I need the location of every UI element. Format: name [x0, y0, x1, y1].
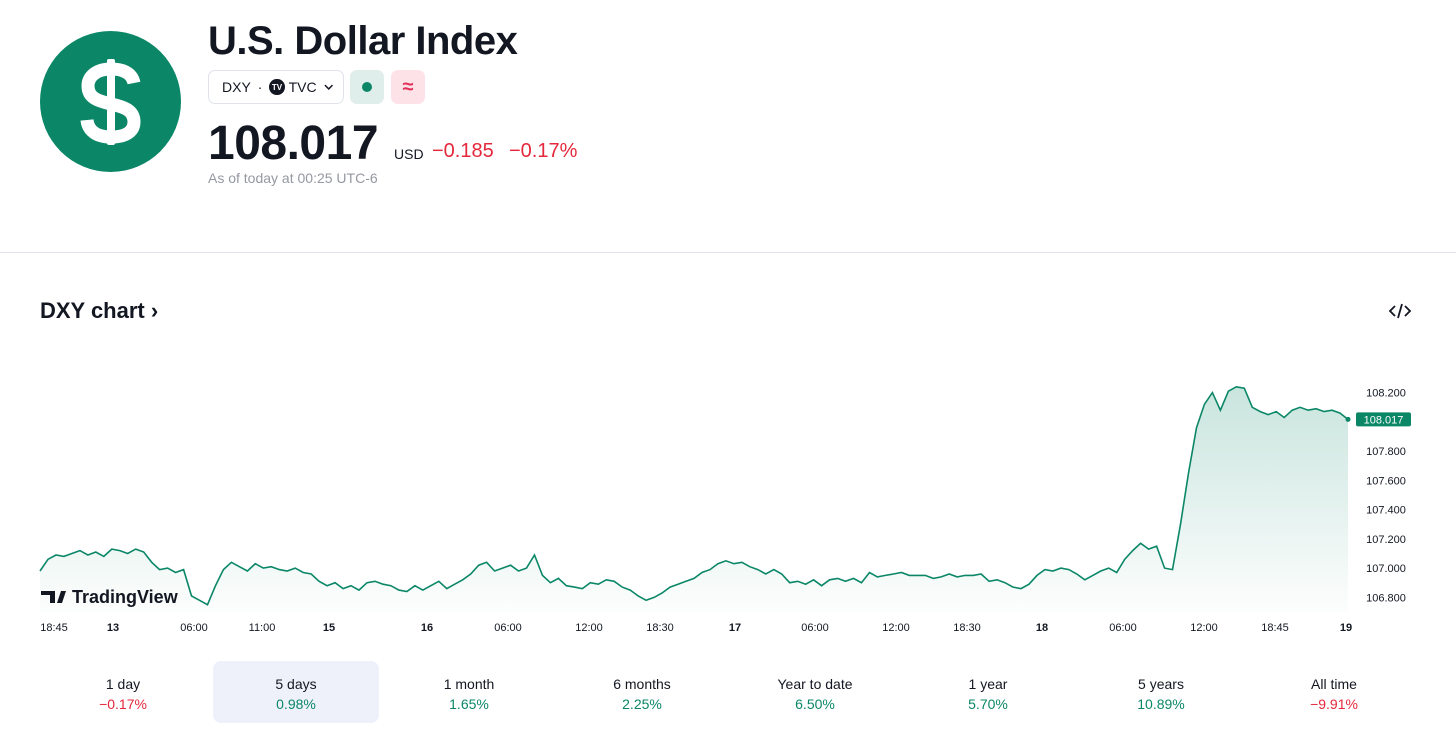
x-tick-label: 18:30 [953, 622, 981, 634]
range-label: 5 days [275, 676, 317, 692]
range-change: −0.17% [99, 696, 147, 712]
tradingview-watermark: TradingView [41, 587, 179, 607]
y-tick-label: 107.000 [1366, 563, 1406, 575]
range-button[interactable]: All time −9.91% [1251, 661, 1417, 723]
x-tick-label: 06:00 [1109, 622, 1137, 634]
range-change: 1.65% [449, 696, 489, 712]
x-tick-label: 12:00 [575, 622, 603, 634]
x-tick-label: 18:45 [1261, 622, 1289, 634]
y-tick-label: 106.800 [1366, 592, 1406, 604]
y-tick-label: 107.400 [1366, 505, 1406, 517]
range-label: Year to date [777, 676, 853, 692]
price-timestamp: As of today at 00:25 UTC-6 [208, 170, 378, 186]
x-tick-label: 06:00 [494, 622, 522, 634]
price-change: −0.185 [432, 140, 494, 162]
price-line [39, 385, 1349, 606]
page-title: U.S. Dollar Index [208, 19, 518, 63]
symbol-selector[interactable]: DXY · TV TVC [208, 70, 344, 104]
x-tick-label: 13 [107, 622, 119, 634]
section-divider [0, 252, 1456, 253]
range-label: 5 years [1138, 676, 1184, 692]
last-value-badge [1356, 412, 1411, 427]
x-tick-label: 12:00 [1190, 622, 1218, 634]
range-button[interactable]: 1 year 5.70% [905, 661, 1071, 723]
last-price: 108.017 [208, 117, 379, 170]
y-tick-label: 107.600 [1366, 475, 1406, 487]
last-price-point [1345, 416, 1351, 422]
y-tick-label: 107.800 [1366, 446, 1406, 458]
exchange-label: TVC [288, 79, 317, 95]
range-label: 1 month [443, 676, 495, 692]
code-embed-icon[interactable] [1388, 300, 1412, 322]
range-button[interactable]: 6 months 2.25% [559, 661, 725, 723]
range-button[interactable]: 5 years 10.89% [1078, 661, 1244, 723]
x-tick-label: 11:00 [249, 622, 276, 634]
price-change-percent: −0.17% [509, 140, 578, 162]
x-tick-label: 12:00 [882, 622, 910, 634]
x-tick-label: 06:00 [801, 622, 829, 634]
watermark-text: TradingView [72, 587, 179, 607]
last-value-label: 108.017 [1364, 414, 1404, 426]
range-selector: 1 day −0.17% 5 days 0.98% 1 month 1.65% 6 mont… [40, 661, 1420, 723]
range-button[interactable]: 1 day −0.17% [40, 661, 206, 723]
chart-heading-label: DXY chart [40, 298, 145, 323]
chevron-right-icon: › [150, 298, 159, 323]
range-change: 5.70% [968, 696, 1008, 712]
exchange-logo-icon: TV [269, 79, 285, 95]
market-status-button[interactable] [350, 70, 384, 104]
x-tick-label: 16 [421, 622, 433, 634]
symbol-separator: · [257, 79, 263, 95]
delayed-data-button[interactable]: ≈ [391, 70, 425, 104]
x-tick-label: 15 [323, 622, 335, 634]
x-tick-label: 18:30 [646, 622, 674, 634]
range-label: 6 months [613, 676, 671, 692]
tradingview-logo-icon [41, 591, 66, 603]
x-tick-label: 18:45 [40, 622, 68, 634]
range-change: 2.25% [622, 696, 662, 712]
x-tick-label: 18 [1036, 622, 1048, 634]
delayed-data-icon: ≈ [402, 75, 414, 98]
range-label: 1 year [968, 676, 1008, 692]
range-button[interactable]: 1 month 1.65% [386, 661, 552, 723]
x-tick-label: 06:00 [180, 622, 208, 634]
range-button[interactable]: 5 days 0.98% [213, 661, 379, 723]
price-chart[interactable]: 108.200 107.800 107.600 107.400 107.200 107.0… [0, 350, 1420, 640]
y-tick-label: 108.200 [1366, 388, 1406, 400]
range-label: 1 day [105, 676, 141, 692]
range-change: 10.89% [1137, 696, 1185, 712]
range-change: 0.98% [276, 696, 316, 712]
chevron-down-icon [323, 84, 333, 90]
x-tick-label: 17 [729, 622, 741, 634]
dollar-logo [40, 31, 181, 172]
price-currency: USD [394, 146, 424, 162]
chart-heading-link[interactable]: DXY chart › [40, 298, 158, 324]
range-label: All time [1311, 676, 1357, 692]
range-change: 6.50% [795, 696, 835, 712]
x-tick-label: 19 [1340, 622, 1352, 634]
y-tick-label: 107.200 [1366, 534, 1406, 546]
market-open-dot-icon [362, 82, 372, 92]
range-change: −9.91% [1310, 696, 1358, 712]
price-area [40, 386, 1348, 612]
symbol-label: DXY [222, 79, 251, 95]
range-button[interactable]: Year to date 6.50% [732, 661, 898, 723]
dollar-sign-icon [80, 58, 141, 145]
